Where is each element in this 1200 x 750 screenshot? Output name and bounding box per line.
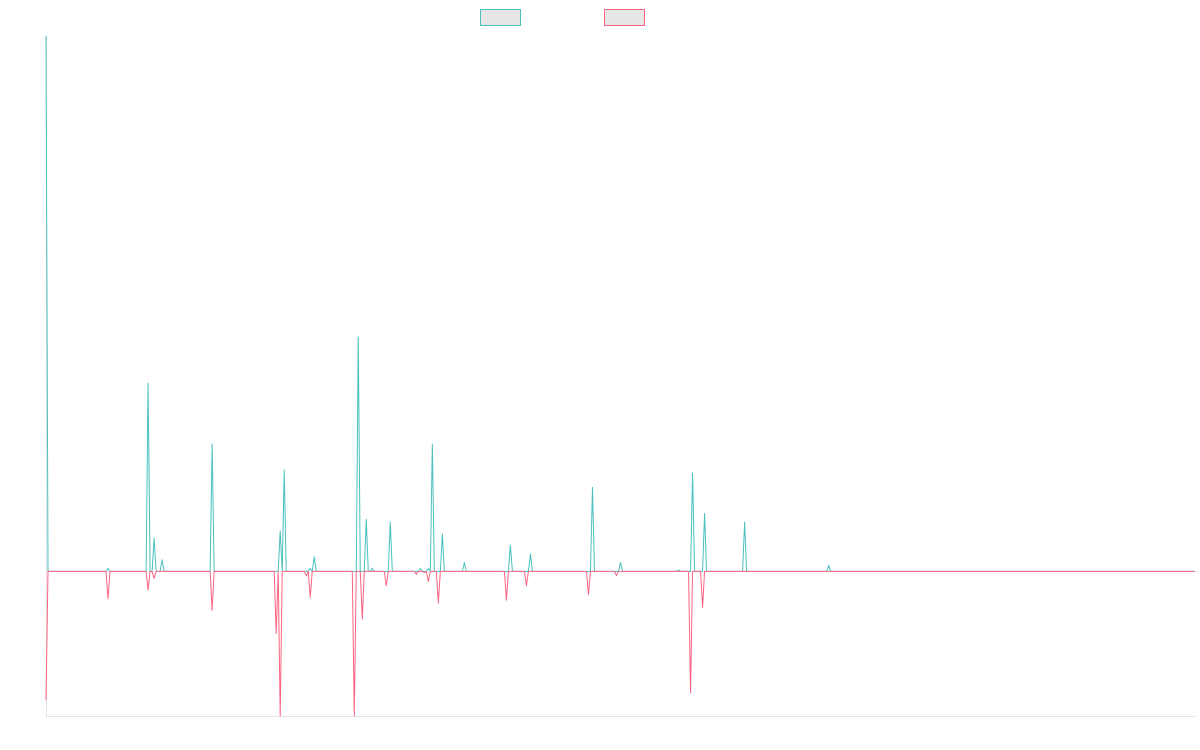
- legend: [480, 9, 645, 26]
- series-line-2: [45, 570, 1195, 717]
- series-layer: [45, 35, 1195, 717]
- series-line-1: [45, 35, 1195, 572]
- legend-swatch-1[interactable]: [480, 9, 521, 26]
- legend-swatch-2[interactable]: [604, 9, 645, 26]
